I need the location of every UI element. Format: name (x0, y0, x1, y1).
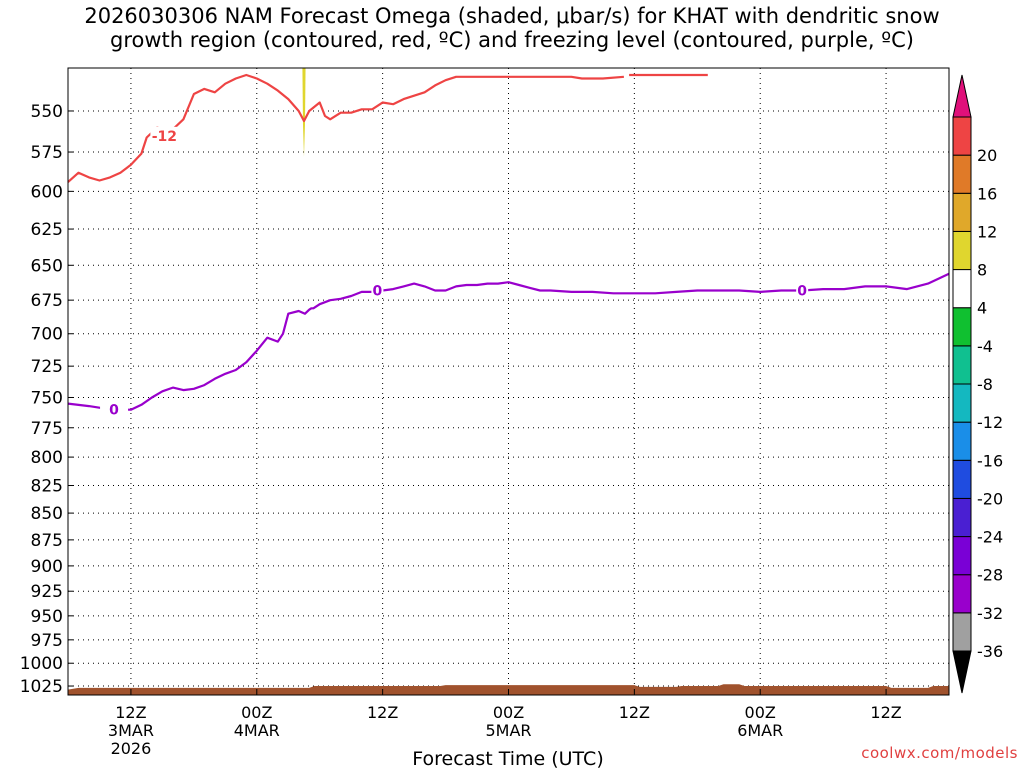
x-tick-label: 12Z (619, 703, 650, 722)
y-tick-label: 850 (31, 504, 63, 524)
chart-title-line1: 2026030306 NAM Forecast Omega (shaded, μ… (84, 4, 940, 28)
x-tick-label: 00Z (241, 703, 272, 722)
contour-label-bg (100, 400, 129, 417)
contour-label: 0 (109, 403, 119, 419)
colorbar-label: -4 (977, 337, 993, 356)
omega-shading (302, 68, 306, 157)
y-tick-label: 600 (31, 182, 63, 202)
y-tick-label: 575 (31, 143, 63, 163)
colorbar-label: -32 (977, 604, 1003, 623)
x-tick-label: 00Z (493, 703, 524, 722)
x-tick-label: 12Z (870, 703, 901, 722)
contour-line (67, 272, 950, 411)
colorbar-bin (952, 421, 972, 461)
x-tick-label: 5MAR (485, 721, 531, 740)
colorbar-bin (952, 612, 972, 652)
y-tick-label: 825 (31, 477, 63, 497)
x-tick-label: 6MAR (737, 721, 783, 740)
colorbar-label: 12 (977, 222, 997, 241)
colorbar: -36 -32 -28 -24 -20 -16 -12 -8 -4 4 8 12 16 20 (952, 74, 1003, 694)
colorbar-label: 20 (977, 146, 997, 165)
colorbar-label: -28 (977, 566, 1003, 585)
x-tick-label: 12Z (367, 703, 398, 722)
colorbar-bin (952, 459, 972, 499)
contour-label-bg (796, 281, 809, 298)
x-tick-label: 00Z (745, 703, 776, 722)
contour-label-bg (371, 281, 384, 298)
contour-label-bg (150, 126, 179, 143)
y-tick-label: 650 (31, 256, 63, 276)
y-tick-label: 675 (31, 291, 63, 311)
y-tick-label: 700 (31, 325, 63, 345)
x-tick-label: 2026 (111, 739, 152, 758)
colorbar-label: 8 (977, 261, 987, 280)
colorbar-over (952, 74, 972, 118)
contour-lines: -12 0 0 0 (67, 73, 950, 419)
y-tick-label: 625 (31, 220, 63, 240)
colorbar-label: 16 (977, 184, 997, 203)
x-tick-label: 3MAR (108, 721, 154, 740)
colorbar-label: -16 (977, 451, 1003, 470)
colorbar-label: -24 (977, 528, 1003, 547)
colorbar-label: -36 (977, 642, 1003, 661)
chart-title-line2: growth region (contoured, red, ºC) and f… (110, 28, 914, 52)
y-tick-label: 750 (31, 388, 63, 408)
colorbar-bin (952, 536, 972, 576)
y-tick-label: 900 (31, 557, 63, 577)
colorbar-label: 4 (977, 299, 987, 318)
contour-label: -12 (152, 129, 177, 145)
y-tick-label: 725 (31, 357, 63, 377)
y-tick-label: 975 (31, 631, 63, 651)
colorbar-bin (952, 192, 972, 232)
y-tick-label: 875 (31, 531, 63, 551)
colorbar-bin (952, 116, 972, 156)
y-axis: 550 575 600 625 650 675 700 725 750 775 800 825 850 8… (20, 102, 73, 697)
colorbar-label: -12 (977, 413, 1003, 432)
y-tick-label: 775 (31, 419, 63, 439)
chart-title: 2026030306 NAM Forecast Omega (shaded, μ… (0, 4, 1024, 52)
contour-line (67, 73, 624, 183)
watermark: coolwx.com/models (861, 744, 1018, 762)
y-tick-label: 950 (31, 607, 63, 627)
y-tick-label: 1000 (20, 654, 63, 674)
colorbar-bin (952, 574, 972, 614)
y-tick-label: 1025 (20, 677, 63, 697)
colorbar-label: -20 (977, 489, 1003, 508)
colorbar-bin (952, 497, 972, 538)
y-tick-label: 800 (31, 448, 63, 468)
colorbar-bin (952, 230, 972, 271)
colorbar-bin (952, 383, 972, 423)
colorbar-bin (952, 345, 972, 385)
omega-feature (302, 68, 306, 157)
grid-lines (68, 68, 949, 695)
y-tick-label: 550 (31, 102, 63, 122)
contour-label: 0 (797, 284, 807, 300)
colorbar-bin (952, 154, 972, 194)
colorbar-under (952, 650, 972, 694)
x-tick-label: 12Z (115, 703, 146, 722)
x-tick-label: 4MAR (234, 721, 280, 740)
colorbar-bin (952, 269, 972, 309)
colorbar-label: -8 (977, 375, 993, 394)
contour-label: 0 (373, 284, 383, 300)
x-axis-label: Forecast Time (UTC) (412, 748, 603, 768)
colorbar-bin (952, 307, 972, 347)
plot-frame (67, 67, 950, 696)
y-tick-label: 925 (31, 582, 63, 602)
